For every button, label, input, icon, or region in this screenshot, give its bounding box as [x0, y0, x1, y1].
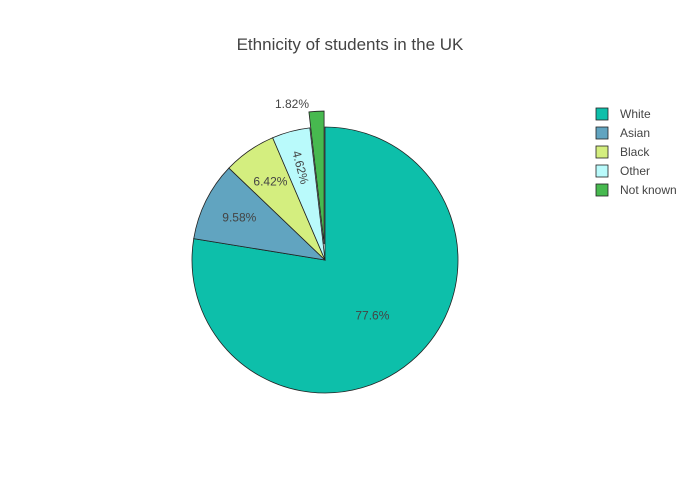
legend-label-not-known: Not known [620, 183, 677, 197]
legend-item-asian[interactable]: Asian [595, 126, 650, 140]
legend: White Asian Black Other Not known [595, 107, 677, 197]
legend-item-not-known[interactable]: Not known [595, 183, 677, 197]
slice-label-asian: 9.58% [222, 210, 256, 224]
pie-slice-not-known[interactable] [308, 110, 325, 245]
legend-swatch-white [595, 107, 609, 121]
pie-slice-other[interactable] [272, 127, 326, 261]
slice-label-black: 6.42% [253, 174, 287, 188]
chart-title: Ethnicity of students in the UK [237, 35, 464, 54]
legend-label-asian: Asian [620, 126, 650, 140]
pie-slices [191, 110, 459, 394]
slice-label-not-known: 1.82% [275, 97, 309, 111]
legend-item-black[interactable]: Black [595, 145, 650, 159]
legend-label-black: Black [620, 145, 650, 159]
slice-label-white: 77.6% [355, 309, 389, 323]
legend-item-white[interactable]: White [595, 107, 651, 121]
legend-swatch-other [595, 164, 609, 178]
legend-item-other[interactable]: Other [595, 164, 650, 178]
legend-swatch-asian [595, 126, 609, 140]
pie-slice-asian[interactable] [193, 167, 327, 261]
legend-label-other: Other [620, 164, 650, 178]
legend-label-white: White [620, 107, 651, 121]
legend-swatch-black [595, 145, 609, 159]
legend-swatch-not-known [595, 183, 609, 197]
